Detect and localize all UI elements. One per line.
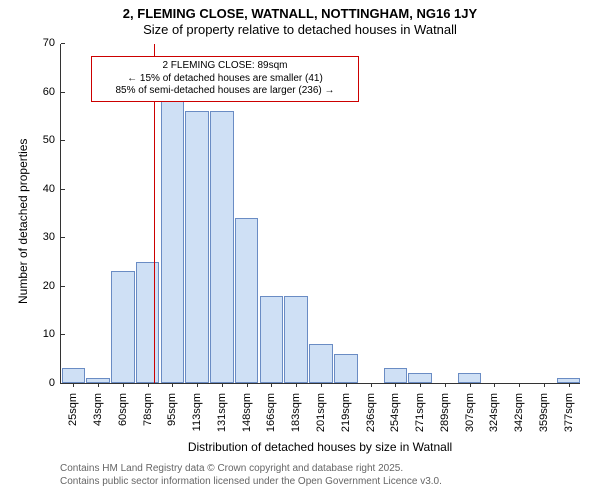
annotation-line: ← 15% of detached houses are smaller (41…: [98, 73, 352, 86]
x-tick: 201sqm: [315, 389, 327, 432]
y-tick: 30: [43, 231, 61, 243]
y-tick: 20: [43, 280, 61, 292]
plot-area: 01020304050607025sqm43sqm60sqm78sqm95sqm…: [60, 44, 580, 384]
x-tick: 113sqm: [191, 389, 203, 431]
y-tick: 40: [43, 183, 61, 195]
y-tick: 10: [43, 328, 61, 340]
histogram-bar: [161, 101, 185, 383]
histogram-bar: [384, 368, 408, 383]
annotation-box: 2 FLEMING CLOSE: 89sqm← 15% of detached …: [91, 56, 359, 102]
x-tick: 236sqm: [365, 389, 377, 432]
y-tick: 0: [49, 377, 61, 389]
x-axis-label: Distribution of detached houses by size …: [60, 440, 580, 454]
x-tick: 254sqm: [389, 389, 401, 432]
y-tick: 70: [43, 37, 61, 49]
histogram-bar: [309, 344, 333, 383]
x-tick: 25sqm: [67, 389, 79, 426]
histogram-bar: [260, 296, 284, 383]
chart-title-main: 2, FLEMING CLOSE, WATNALL, NOTTINGHAM, N…: [0, 6, 600, 21]
histogram-bar: [334, 354, 358, 383]
chart-title-sub: Size of property relative to detached ho…: [0, 22, 600, 37]
y-axis-label: Number of detached properties: [16, 139, 30, 304]
histogram-bar: [136, 262, 160, 383]
x-tick: 78sqm: [142, 389, 154, 426]
footer-attribution: Contains HM Land Registry data © Crown c…: [60, 462, 442, 488]
y-tick: 50: [43, 134, 61, 146]
annotation-line: 85% of semi-detached houses are larger (…: [98, 85, 352, 98]
annotation-line: 2 FLEMING CLOSE: 89sqm: [98, 60, 352, 73]
x-tick: 219sqm: [340, 389, 352, 432]
x-tick: 60sqm: [117, 389, 129, 426]
histogram-bar: [284, 296, 308, 383]
x-tick: 95sqm: [166, 389, 178, 426]
footer-line2: Contains public sector information licen…: [60, 475, 442, 488]
chart-container: 2, FLEMING CLOSE, WATNALL, NOTTINGHAM, N…: [0, 0, 600, 500]
x-tick: 43sqm: [92, 389, 104, 426]
footer-line1: Contains HM Land Registry data © Crown c…: [60, 462, 442, 475]
x-tick: 377sqm: [563, 389, 575, 432]
histogram-bar: [210, 111, 234, 383]
y-tick: 60: [43, 86, 61, 98]
histogram-bar: [408, 373, 432, 383]
x-tick: 166sqm: [265, 389, 277, 432]
x-tick: 324sqm: [488, 389, 500, 432]
x-tick: 359sqm: [538, 389, 550, 432]
x-tick: 342sqm: [513, 389, 525, 432]
histogram-bar: [62, 368, 86, 383]
x-tick: 148sqm: [241, 389, 253, 432]
x-tick: 307sqm: [464, 389, 476, 432]
x-tick: 131sqm: [216, 389, 228, 432]
x-tick: 271sqm: [414, 389, 426, 432]
x-tick: 183sqm: [290, 389, 302, 432]
histogram-bar: [235, 218, 259, 383]
histogram-bar: [458, 373, 482, 383]
x-tick: 289sqm: [439, 389, 451, 432]
histogram-bar: [185, 111, 209, 383]
histogram-bar: [111, 271, 135, 383]
